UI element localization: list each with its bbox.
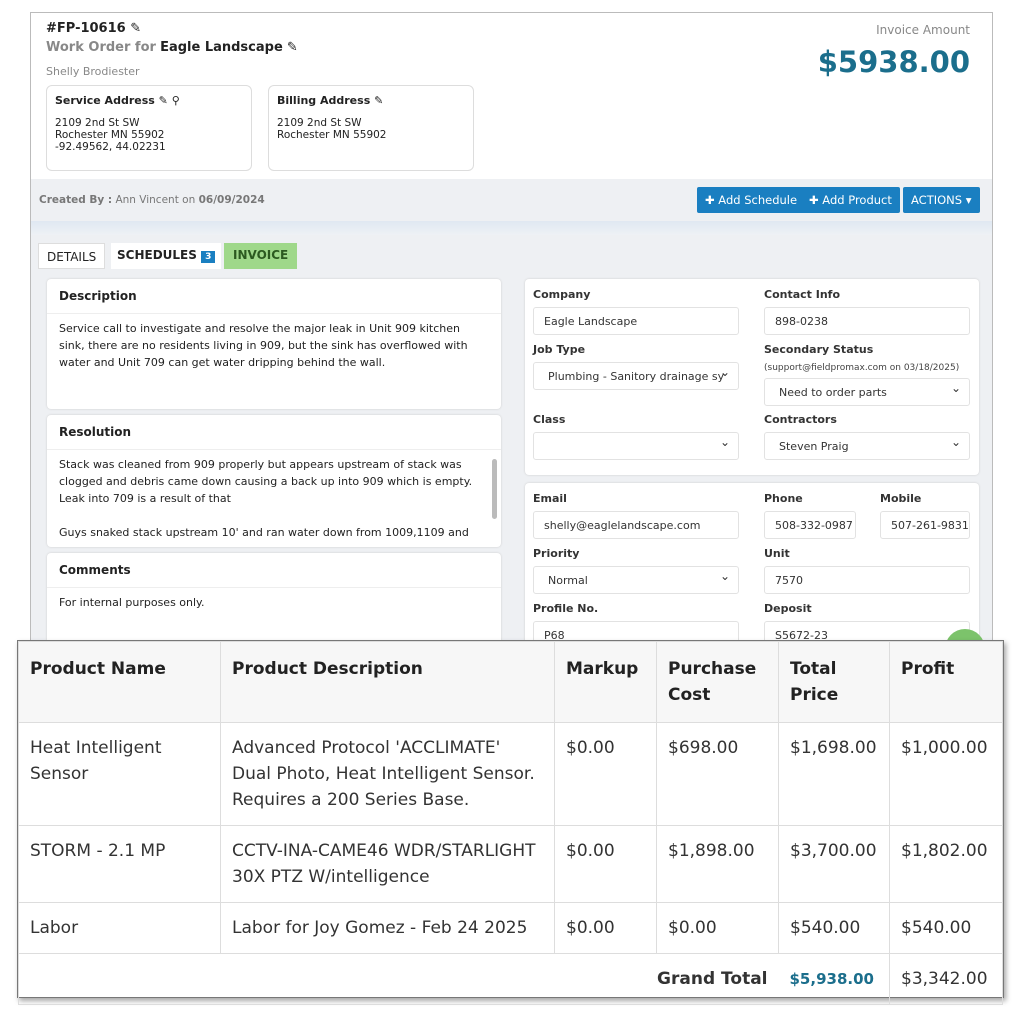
grand-total: $5,938.00: [778, 953, 890, 1005]
contractors-select[interactable]: Steven Praig: [764, 432, 970, 460]
products-table: Product Name Product Description Markup …: [17, 640, 1004, 1005]
unit-input[interactable]: 7570: [764, 566, 970, 594]
col-product-name: Product Name: [18, 641, 221, 723]
class-select[interactable]: [533, 432, 739, 460]
contact-name: Shelly Brodiester: [46, 65, 140, 78]
actions-button[interactable]: ACTIONS ▾: [903, 187, 980, 213]
col-profit: Profit: [889, 641, 1003, 723]
edit-icon[interactable]: ✎: [374, 94, 384, 107]
service-address-card: Service Address ✎ ⚲ 2109 2nd St SW Roches…: [46, 85, 252, 171]
schedules-count-badge: 3: [201, 251, 216, 263]
company-input[interactable]: Eagle Landscape: [533, 307, 739, 335]
grand-total-row: Grand Total $5,938.00 $3,342.00: [18, 953, 1003, 1005]
tab-schedules[interactable]: SCHEDULES 3: [111, 243, 222, 269]
table-header-row: Product Name Product Description Markup …: [18, 641, 1003, 723]
job-type-select[interactable]: Plumbing - Sanitory drainage sy: [533, 362, 739, 390]
billing-address-card: Billing Address ✎ 2109 2nd St SW Rocheste…: [268, 85, 474, 171]
add-schedule-button[interactable]: ✚ Add Schedule: [697, 187, 806, 213]
order-id: #FP-10616 ✎: [46, 21, 142, 36]
table-row: Heat Intelligent Sensor Advanced Protocol…: [18, 722, 1003, 826]
contact-info-input[interactable]: 898-0238: [764, 307, 970, 335]
priority-select[interactable]: Normal: [533, 566, 739, 594]
email-input[interactable]: shelly@eaglelandscape.com: [533, 511, 739, 539]
map-pin-icon[interactable]: ⚲: [171, 94, 180, 107]
comments-panel: Comments For internal purposes only.: [47, 553, 501, 651]
table-row: STORM - 2.1 MP CCTV-INA-CAME46 WDR/STARLI…: [18, 825, 1003, 903]
mobile-input[interactable]: 507-261-9831: [880, 511, 970, 539]
col-purchase-cost: Purchase Cost: [656, 641, 779, 723]
secondary-status-select[interactable]: Need to order parts: [764, 378, 970, 406]
col-total-price: Total Price: [778, 641, 890, 723]
edit-icon[interactable]: ✎: [286, 40, 298, 55]
work-order-window: #FP-10616 ✎ Work Order for Eagle Landsca…: [30, 12, 993, 652]
edit-icon[interactable]: ✎: [130, 21, 142, 36]
col-product-description: Product Description: [220, 641, 555, 723]
resolution-panel: Resolution Stack was cleaned from 909 pr…: [47, 415, 501, 547]
invoice-amount-label: Invoice Amount: [876, 23, 970, 37]
scrollbar[interactable]: [492, 459, 497, 519]
contact-panel: Email shelly@eaglelandscape.com Phone 50…: [525, 483, 985, 651]
edit-icon[interactable]: ✎: [158, 94, 168, 107]
col-markup: Markup: [554, 641, 657, 723]
toolbar: Created By : Ann Vincent on 06/09/2024 ✚…: [31, 179, 992, 221]
company-panel: Company Eagle Landscape Contact Info 898…: [525, 279, 979, 475]
work-order-title: Work Order for Eagle Landscape ✎: [46, 40, 298, 55]
tab-invoice[interactable]: INVOICE: [224, 243, 298, 269]
tab-details[interactable]: DETAILS: [38, 243, 106, 269]
created-by: Created By : Ann Vincent on 06/09/2024: [39, 194, 265, 206]
description-panel: Description Service call to investigate …: [47, 279, 501, 409]
resolution-textarea[interactable]: Stack was cleaned from 909 properly but …: [59, 458, 473, 539]
add-product-button[interactable]: ✚ Add Product: [801, 187, 900, 213]
table-row: Labor Labor for Joy Gomez - Feb 24 2025 $0…: [18, 902, 1003, 954]
phone-input[interactable]: 508-332-0987: [764, 511, 856, 539]
grand-total-label: Grand Total: [18, 953, 779, 1005]
profit-total: $3,342.00: [889, 953, 1003, 1005]
invoice-amount: $5938.00: [817, 45, 970, 79]
